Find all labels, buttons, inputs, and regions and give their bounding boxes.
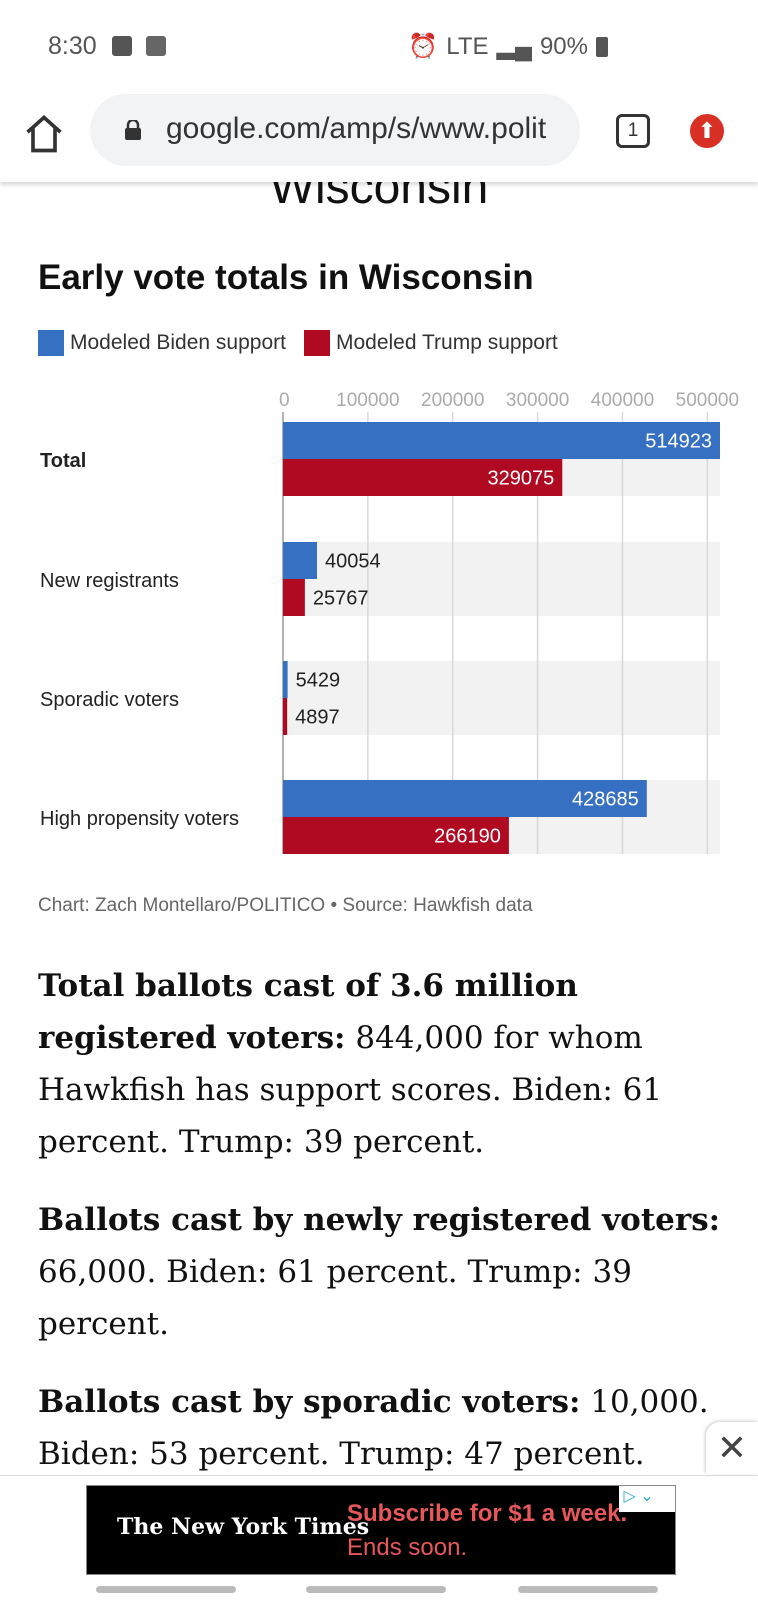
lock-icon <box>125 120 141 140</box>
legend-label-biden: Modeled Biden support <box>70 331 286 354</box>
x-tick-label: 300000 <box>506 390 569 411</box>
home-icon[interactable] <box>22 112 66 156</box>
chart-legend: Modeled Biden support Modeled Trump supp… <box>38 330 558 356</box>
x-tick-label: 100000 <box>336 390 399 411</box>
bar-biden <box>283 661 288 698</box>
category-label: Total <box>40 450 86 472</box>
paragraph-lead: Ballots cast by sporadic voters: <box>38 1384 581 1420</box>
category-label: High propensity voters <box>40 808 239 830</box>
ad-banner-container: The New York Times Subscribe for $1 a we… <box>0 1475 758 1601</box>
data-label: 428685 <box>572 789 639 811</box>
nav-handle <box>306 1586 446 1593</box>
bar-biden <box>283 542 317 579</box>
category-label: New registrants <box>40 570 179 592</box>
alarm-icon: ⏰ <box>408 33 439 60</box>
ad-subline: Ends soon. <box>347 1534 468 1561</box>
x-tick-label: 0 <box>279 390 290 411</box>
x-tick-label: 500000 <box>676 390 739 411</box>
tab-switcher-button[interactable]: 1 <box>616 114 650 148</box>
row-background <box>283 661 720 735</box>
data-label: 4897 <box>295 707 340 729</box>
network-label: LTE <box>446 32 489 60</box>
data-label: 5429 <box>296 670 341 692</box>
legend-swatch-trump <box>303 330 330 356</box>
bar-biden <box>283 780 647 817</box>
bar-trump <box>283 579 305 616</box>
data-label: 514923 <box>645 431 712 453</box>
bar-trump <box>283 459 563 496</box>
browser-toolbar: google.com/amp/s/www.polit 1 ⬆ <box>0 90 758 182</box>
battery-icon <box>596 36 608 57</box>
status-bar: 8:30 ⏰ LTE ▂▄ 90% <box>0 0 758 90</box>
bar-biden <box>283 422 720 459</box>
bar-trump <box>283 817 509 854</box>
paragraph: Ballots cast by newly registered voters:… <box>38 1194 728 1350</box>
paragraph-text: 66,000. Biden: 61 percent. Trump: 39 per… <box>38 1254 632 1342</box>
article-body: Total ballots cast of 3.6 million regist… <box>38 960 728 1506</box>
nav-handle <box>518 1586 658 1593</box>
ad-headline: Subscribe for $1 a week. <box>347 1500 628 1527</box>
data-label: 25767 <box>313 588 369 610</box>
data-label: 40054 <box>325 551 381 573</box>
url-text: google.com/amp/s/www.polit <box>166 112 547 145</box>
signal-icon: ▂▄ <box>496 33 532 60</box>
close-ad-icon[interactable]: ✕ <box>706 1422 758 1474</box>
category-label: Sporadic voters <box>40 689 179 711</box>
paragraph: Ballots cast by sporadic voters: 10,000.… <box>38 1376 728 1480</box>
image-notification-icon <box>146 36 166 56</box>
adchoices-icon[interactable]: ▷ ⌄ <box>619 1486 675 1512</box>
paragraph-lead: Ballots cast by newly registered voters: <box>38 1202 721 1238</box>
chart-credit: Chart: Zach Montellaro/POLITICO • Source… <box>38 895 533 916</box>
x-tick-label: 400000 <box>591 390 654 411</box>
update-icon[interactable]: ⬆ <box>690 114 724 148</box>
bar-chart: 0 100000 200000 300000 400000 500000 Total 5149… <box>40 390 739 854</box>
paragraph-lead: Total ballots cast of 3.6 million regist… <box>38 968 578 1056</box>
paragraph: Total ballots cast of 3.6 million regist… <box>38 960 728 1168</box>
data-label: 266190 <box>434 826 501 848</box>
legend-swatch-biden <box>38 330 64 356</box>
paragraph-text: 844,000 for whom Hawkfish has support sc… <box>38 1020 663 1160</box>
address-bar[interactable]: google.com/amp/s/www.polit <box>90 94 580 166</box>
paragraph-text: 10,000. Biden: 53 percent. Trump: 47 per… <box>38 1384 709 1472</box>
legend-label-trump: Modeled Trump support <box>335 331 558 354</box>
ad-brand-logo: The New York Times <box>117 1514 370 1540</box>
battery-level: 90% <box>539 32 588 60</box>
clock: 8:30 <box>48 32 97 60</box>
nav-handle <box>96 1586 236 1593</box>
x-tick-label: 200000 <box>421 390 484 411</box>
chart-title: Early vote totals in Wisconsin <box>38 258 534 297</box>
data-label: 329075 <box>488 468 555 490</box>
bar-trump <box>283 698 288 735</box>
row-background <box>283 542 720 616</box>
ad-banner[interactable]: The New York Times Subscribe for $1 a we… <box>86 1485 676 1575</box>
checkbox-notification-icon <box>112 36 132 56</box>
